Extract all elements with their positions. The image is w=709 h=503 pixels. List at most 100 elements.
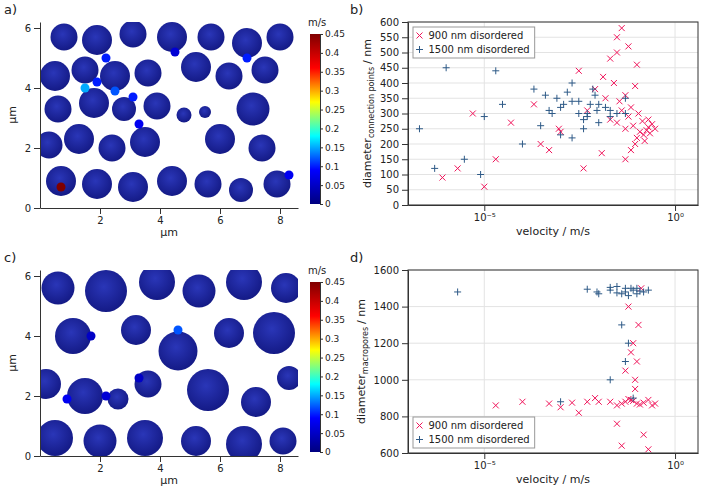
tick-label: 0 xyxy=(393,200,399,211)
tick-label: 0.3 xyxy=(325,86,339,96)
tick: 500 xyxy=(380,47,408,58)
y-axis: 6008001000120014001600 xyxy=(374,265,409,459)
sphere xyxy=(121,315,151,345)
panel: 10⁻⁵10⁰050100150200250300350400450500550… xyxy=(350,2,699,238)
point xyxy=(641,432,647,438)
point xyxy=(569,98,576,105)
point xyxy=(622,368,628,374)
point xyxy=(580,125,587,132)
point xyxy=(557,398,564,405)
tick-mark xyxy=(402,22,408,23)
sphere xyxy=(177,108,192,123)
panel-letter: a) xyxy=(4,2,17,17)
colorbar-axis: 00.050.10.150.20.250.30.350.40.45 xyxy=(320,277,345,457)
tick: 6 xyxy=(25,271,40,282)
y-title-subscript: connection points xyxy=(367,67,376,138)
point xyxy=(634,135,640,141)
tick: 4 xyxy=(157,208,163,226)
sphere xyxy=(135,60,162,87)
tick: 0.3 xyxy=(320,86,339,96)
tick: 0.35 xyxy=(320,315,345,325)
y-axis: 0246 xyxy=(25,23,41,214)
tick: 0.35 xyxy=(320,67,345,77)
tick: 0.1 xyxy=(320,410,339,420)
tick: 0.25 xyxy=(320,353,345,363)
point xyxy=(611,80,617,86)
y-axis: 0246 xyxy=(25,271,41,462)
point xyxy=(592,395,598,401)
point xyxy=(607,376,614,383)
tick: 300 xyxy=(380,108,408,119)
point xyxy=(537,122,544,129)
point xyxy=(557,131,564,138)
tick-mark xyxy=(402,129,408,130)
tick: 350 xyxy=(380,93,408,104)
tick-label: 0 xyxy=(25,451,31,462)
tick-mark xyxy=(484,453,485,459)
tick-label: 0.05 xyxy=(325,180,345,190)
point xyxy=(607,107,614,114)
legend-label: 900 nm disordered xyxy=(429,420,524,431)
tick: 8 xyxy=(277,456,283,474)
tick-label: 400 xyxy=(380,78,399,89)
plot-area xyxy=(40,270,298,456)
sphere xyxy=(241,387,271,417)
point xyxy=(595,290,602,297)
tick-mark xyxy=(402,380,408,381)
tick-mark xyxy=(484,205,485,211)
point xyxy=(613,110,620,117)
tick: 4 xyxy=(25,83,40,94)
point xyxy=(632,377,638,383)
tick: 1000 xyxy=(374,375,408,386)
tick: 10⁰ xyxy=(667,205,684,223)
point xyxy=(569,134,576,141)
x-axis: 2468 xyxy=(41,456,299,474)
tick: 2 xyxy=(97,208,103,226)
tick-mark xyxy=(100,208,101,214)
tick-label: 300 xyxy=(380,108,399,119)
point xyxy=(431,165,438,172)
tick-mark xyxy=(320,395,323,396)
point xyxy=(622,110,629,117)
tick-label: 10⁻⁵ xyxy=(474,460,496,471)
legend-label: 1500 nm disordered xyxy=(429,434,530,445)
panel: 10⁻⁵10⁰6008001000120014001600velocity / … xyxy=(350,250,699,486)
sphere xyxy=(229,178,253,202)
grid-line xyxy=(408,174,698,175)
point xyxy=(634,359,640,365)
point xyxy=(589,86,596,93)
legend-entry: 900 nm disordered xyxy=(417,420,524,431)
point xyxy=(632,141,638,147)
point xyxy=(470,111,476,117)
tick: 600 xyxy=(380,17,408,28)
sphere xyxy=(82,169,112,199)
sphere xyxy=(79,88,109,118)
tick: 6 xyxy=(217,456,223,474)
tick-label: 4 xyxy=(157,463,163,474)
x-axis-title: velocity / m/s xyxy=(516,225,590,238)
sphere xyxy=(99,135,126,162)
point xyxy=(600,74,606,80)
point xyxy=(618,321,625,328)
grid-line xyxy=(408,159,698,160)
tick-mark xyxy=(320,414,323,415)
tick: 4 xyxy=(25,331,40,342)
point xyxy=(519,141,526,148)
x-axis-title: velocity / m/s xyxy=(516,473,590,486)
point xyxy=(632,83,638,89)
point xyxy=(546,107,553,114)
point xyxy=(584,110,591,117)
point xyxy=(587,101,594,108)
legend-marker xyxy=(417,423,423,429)
point xyxy=(576,410,582,416)
point xyxy=(628,147,634,153)
tick-mark xyxy=(675,453,676,459)
point xyxy=(531,101,537,107)
point xyxy=(619,401,625,407)
sphere xyxy=(157,166,187,196)
legend-label: 1500 nm disordered xyxy=(429,44,530,55)
tick-label: 0 xyxy=(25,203,31,214)
axis-line xyxy=(40,271,41,457)
velocity-hotspot xyxy=(57,183,66,192)
tick: 0.3 xyxy=(320,334,339,344)
